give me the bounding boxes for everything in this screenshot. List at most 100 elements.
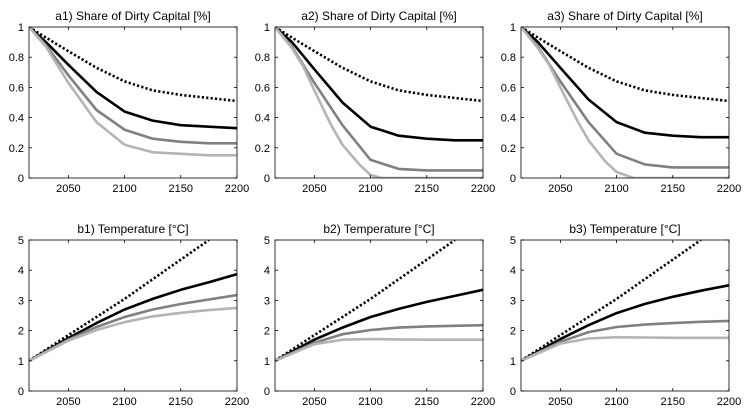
x-tick-label: 2050 [302,396,326,408]
y-tick-label: 0.2 [9,143,24,155]
y-tick-label: 4 [18,265,24,277]
series-line-4 [29,306,237,362]
x-tick-label: 2100 [604,183,628,195]
y-tick-label: 0.2 [255,143,270,155]
series-line-2 [521,27,729,139]
panel-title: a3) Share of Dirty Capital [%] [547,9,702,23]
y-tick-label: 5 [510,235,516,247]
x-tick-label: 2100 [358,183,382,195]
series-group [275,27,483,178]
plot-frame [520,239,730,392]
x-tick-label: 2050 [56,183,80,195]
series-line-2 [275,288,483,362]
y-tick-label: 1 [510,356,516,368]
series-line-2 [29,272,237,362]
x-tick-label: 2050 [548,183,572,195]
panel-title: b3) Temperature [°C] [569,222,680,236]
y-tick-label: 2 [18,326,24,338]
y-tick-label: 0.8 [9,52,24,64]
y-tick-label: 1 [264,356,270,368]
x-tick-label: 2200 [717,396,741,408]
y-tick-label: 0.6 [501,82,516,94]
series-group [521,27,729,178]
series-line-3 [29,27,237,145]
y-tick-label: 0.2 [501,143,516,155]
panel-title: b2) Temperature [°C] [323,222,434,236]
x-tick-label: 2100 [112,396,136,408]
y-tick-label: 0.6 [9,82,24,94]
x-tick-label: 2150 [169,183,193,195]
y-tick-label: 0.4 [255,113,270,125]
y-tick-label: 0.4 [9,113,24,125]
series-line-3 [29,293,237,362]
x-tick-label: 2100 [112,183,136,195]
panel-title: a1) Share of Dirty Capital [%] [55,9,210,23]
panel-4: 2050 2100 2150 2200 0 1 2 3 4 5 b1) Temperature [°… [18,222,249,408]
panel-5: 2050 2100 2150 2200 0 1 2 3 4 5 b2) Temperature [°… [264,222,495,408]
y-tick-label: 4 [264,265,270,277]
series-line-4 [275,337,483,362]
x-tick-label: 2200 [225,396,249,408]
x-tick-label: 2050 [548,396,572,408]
x-tick-label: 2150 [415,396,439,408]
y-tick-label: 2 [510,326,516,338]
y-tick-label: 0.4 [501,113,516,125]
plot-frame [28,26,238,179]
series-line-4 [275,27,483,178]
y-tick-label: 0 [18,173,24,185]
plot-frame [28,239,238,392]
panel-title: b1) Temperature [°C] [77,222,188,236]
panel-1: 2050 2100 2150 2200 0 0.2 0.4 0.6 0.8 1 a1) Share … [9,9,250,195]
panel-title: a2) Share of Dirty Capital [%] [301,9,456,23]
y-tick-label: 0.8 [501,52,516,64]
x-tick-label: 2150 [415,183,439,195]
series-group [275,240,483,362]
series-line-2 [29,27,237,130]
x-tick-label: 2150 [661,396,685,408]
x-tick-label: 2150 [169,396,193,408]
y-tick-label: 1 [264,22,270,34]
y-tick-label: 5 [18,235,24,247]
series-line-3 [521,319,729,362]
x-tick-label: 2100 [604,396,628,408]
plot-frame [520,26,730,179]
series-group [29,240,237,362]
x-tick-label: 2200 [471,396,495,408]
x-tick-label: 2200 [225,183,249,195]
series-line-2 [521,284,729,362]
x-tick-label: 2200 [717,183,741,195]
series-group [29,27,237,157]
series-group [521,240,729,362]
y-tick-label: 1 [510,22,516,34]
y-tick-label: 0.8 [255,52,270,64]
y-tick-label: 0 [264,173,270,185]
y-tick-label: 0 [510,386,516,398]
panel-2: 2050 2100 2150 2200 0 0.2 0.4 0.6 0.8 1 a2) Share … [255,9,496,195]
series-line-4 [29,27,237,157]
series-line-1 [29,27,237,103]
series-line-1 [521,27,729,103]
series-line-1 [275,240,456,362]
plot-frame [274,239,484,392]
series-line-4 [521,27,729,178]
x-tick-label: 2050 [56,396,80,408]
x-tick-label: 2100 [358,396,382,408]
series-line-2 [275,27,483,142]
y-tick-label: 0 [264,386,270,398]
y-tick-label: 3 [264,295,270,307]
y-tick-label: 0 [18,386,24,398]
series-line-3 [275,323,483,362]
y-tick-label: 0.6 [255,82,270,94]
series-line-1 [29,240,210,362]
y-tick-label: 3 [18,295,24,307]
y-tick-label: 1 [18,22,24,34]
panel-3: 2050 2100 2150 2200 0 0.2 0.4 0.6 0.8 1 a3) Share … [501,9,742,195]
series-line-4 [521,335,729,362]
y-tick-label: 0 [510,173,516,185]
y-tick-label: 2 [264,326,270,338]
series-line-1 [521,240,702,362]
plot-frame [274,26,484,179]
series-line-3 [275,27,483,172]
series-line-1 [275,27,483,103]
